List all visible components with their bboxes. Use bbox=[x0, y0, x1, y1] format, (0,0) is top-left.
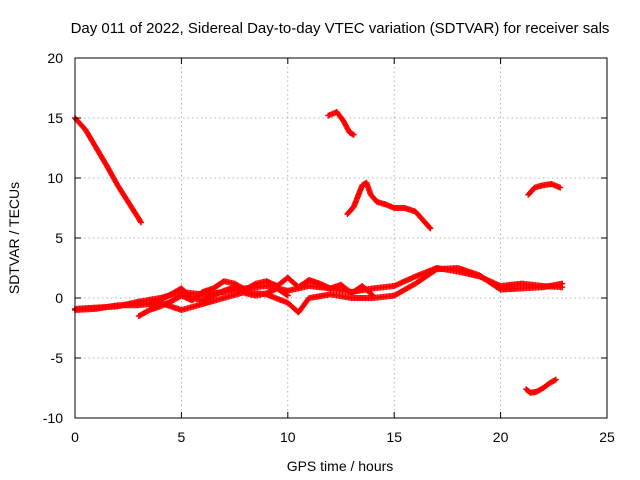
data-point bbox=[432, 267, 439, 274]
x-tick-label: 15 bbox=[386, 429, 402, 445]
series-arc-3 bbox=[344, 179, 434, 232]
y-tick-label: -10 bbox=[43, 410, 63, 426]
y-tick-label: 15 bbox=[47, 110, 63, 126]
x-tick-label: 10 bbox=[280, 429, 296, 445]
series-arc-4 bbox=[525, 181, 564, 198]
data-marks bbox=[72, 109, 566, 396]
x-tick-label: 5 bbox=[178, 429, 186, 445]
x-tick-label: 25 bbox=[599, 429, 615, 445]
y-tick-label: 0 bbox=[55, 290, 63, 306]
data-point bbox=[551, 377, 558, 384]
series-arc-1 bbox=[72, 115, 144, 226]
chart-title: Day 011 of 2022, Sidereal Day-to-day VTE… bbox=[71, 20, 610, 37]
series-arc-9 bbox=[146, 284, 291, 307]
y-tick-label: 10 bbox=[47, 170, 63, 186]
data-point bbox=[557, 184, 564, 191]
y-tick-label: 20 bbox=[47, 50, 63, 66]
data-point bbox=[559, 280, 566, 287]
data-point bbox=[369, 292, 376, 299]
x-axis-label: GPS time / hours bbox=[287, 458, 394, 474]
x-tick-label: 20 bbox=[493, 429, 509, 445]
series-arc-5 bbox=[523, 376, 559, 396]
data-point bbox=[427, 225, 434, 232]
y-tick-label: -5 bbox=[51, 350, 64, 366]
data-point bbox=[284, 292, 291, 299]
data-point bbox=[426, 224, 433, 231]
data-point bbox=[283, 291, 290, 298]
data-point bbox=[137, 219, 144, 226]
y-tick-label: 5 bbox=[55, 230, 63, 246]
series-arc-2 bbox=[325, 109, 357, 138]
series-arc-7 bbox=[72, 265, 566, 316]
data-point bbox=[350, 131, 357, 138]
data-point bbox=[368, 291, 375, 298]
ticks: 0 5 10 15 20 25 -10 -5 0 5 10 15 20 bbox=[43, 50, 615, 445]
x-tick-label: 0 bbox=[71, 429, 79, 445]
y-axis-label: SDTVAR / TECUs bbox=[6, 182, 22, 294]
data-point bbox=[137, 218, 144, 225]
data-point bbox=[552, 376, 559, 383]
